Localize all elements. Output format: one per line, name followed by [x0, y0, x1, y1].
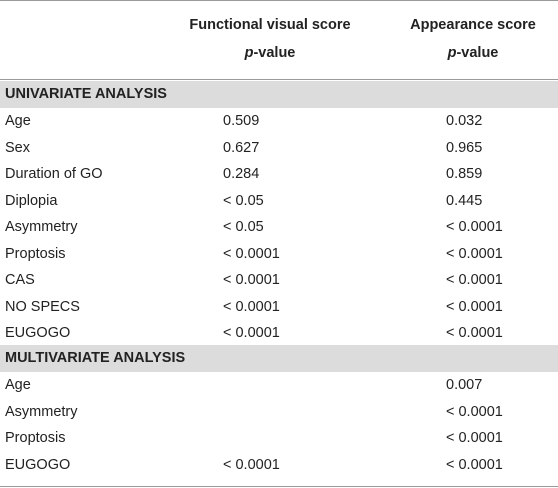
row-label: Age	[5, 113, 31, 129]
row-label: CAS	[5, 272, 35, 288]
row-label: Asymmetry	[5, 219, 78, 235]
col2-title: Appearance score	[410, 17, 536, 33]
appearance-pvalue: < 0.0001	[446, 298, 503, 315]
table-row: Diplopia < 0.05 0.445	[0, 188, 558, 214]
functional-visual-pvalue: < 0.0001	[223, 298, 280, 315]
appearance-pvalue: < 0.0001	[446, 245, 503, 262]
table-row: Duration of GO 0.284 0.859	[0, 161, 558, 187]
functional-visual-pvalue: 0.627	[223, 139, 260, 156]
section-header: MULTIVARIATE ANALYSIS	[0, 345, 558, 372]
table-row: Sex 0.627 0.965	[0, 135, 558, 161]
table-row: Asymmetry < 0.05 < 0.0001	[0, 214, 558, 240]
col1-title: Functional visual score	[189, 17, 351, 33]
row-label: Age	[5, 377, 31, 393]
appearance-pvalue: < 0.0001	[446, 272, 503, 288]
table-row: Asymmetry < 0.0001	[0, 399, 558, 425]
header-appearance-score: Appearance score p-value	[388, 17, 558, 61]
section-title: UNIVARIATE ANALYSIS	[5, 86, 167, 102]
functional-visual-pvalue: < 0.0001	[223, 456, 280, 473]
appearance-pvalue: 0.445	[446, 192, 483, 209]
col1-pvalue-label: p-value	[244, 45, 296, 61]
row-label: EUGOGO	[5, 456, 71, 473]
bottom-rule	[0, 486, 558, 487]
appearance-pvalue: < 0.0001	[446, 456, 503, 473]
functional-visual-pvalue: 0.509	[223, 113, 260, 129]
appearance-pvalue: < 0.0001	[446, 403, 503, 420]
appearance-pvalue: 0.965	[446, 139, 483, 156]
table-row: Proptosis < 0.0001	[0, 425, 558, 451]
table-row: CAS < 0.0001 < 0.0001	[0, 267, 558, 293]
table-row: Proptosis < 0.0001 < 0.0001	[0, 241, 558, 267]
row-label: Proptosis	[5, 430, 66, 446]
row-label: Asymmetry	[5, 403, 78, 420]
row-label: Diplopia	[5, 192, 58, 209]
appearance-pvalue: 0.007	[446, 377, 483, 393]
functional-visual-pvalue: < 0.0001	[223, 325, 280, 341]
functional-visual-pvalue: < 0.0001	[223, 245, 280, 262]
header-functional-visual-score: Functional visual score p-value	[160, 17, 380, 61]
row-label: EUGOGO	[5, 325, 71, 341]
functional-visual-pvalue: 0.284	[223, 166, 260, 182]
header-rule	[0, 79, 558, 80]
functional-visual-pvalue: < 0.05	[223, 219, 264, 235]
table-row: EUGOGO < 0.0001 < 0.0001	[0, 320, 558, 346]
appearance-pvalue: 0.859	[446, 166, 483, 182]
appearance-pvalue: 0.032	[446, 113, 483, 129]
table-row: NO SPECS < 0.0001 < 0.0001	[0, 294, 558, 320]
section-title: MULTIVARIATE ANALYSIS	[5, 350, 186, 366]
top-rule	[0, 0, 558, 1]
col2-pvalue-label: p-value	[447, 45, 499, 61]
row-label: NO SPECS	[5, 298, 80, 315]
row-label: Sex	[5, 139, 30, 156]
table-row: EUGOGO < 0.0001 < 0.0001	[0, 452, 558, 478]
table-row: Age 0.509 0.032	[0, 108, 558, 134]
appearance-pvalue: < 0.0001	[446, 219, 503, 235]
row-label: Duration of GO	[5, 166, 103, 182]
appearance-pvalue: < 0.0001	[446, 430, 503, 446]
section-header: UNIVARIATE ANALYSIS	[0, 81, 558, 108]
functional-visual-pvalue: < 0.0001	[223, 272, 280, 288]
row-label: Proptosis	[5, 245, 66, 262]
appearance-pvalue: < 0.0001	[446, 325, 503, 341]
table-row: Age 0.007	[0, 372, 558, 398]
functional-visual-pvalue: < 0.05	[223, 192, 264, 209]
